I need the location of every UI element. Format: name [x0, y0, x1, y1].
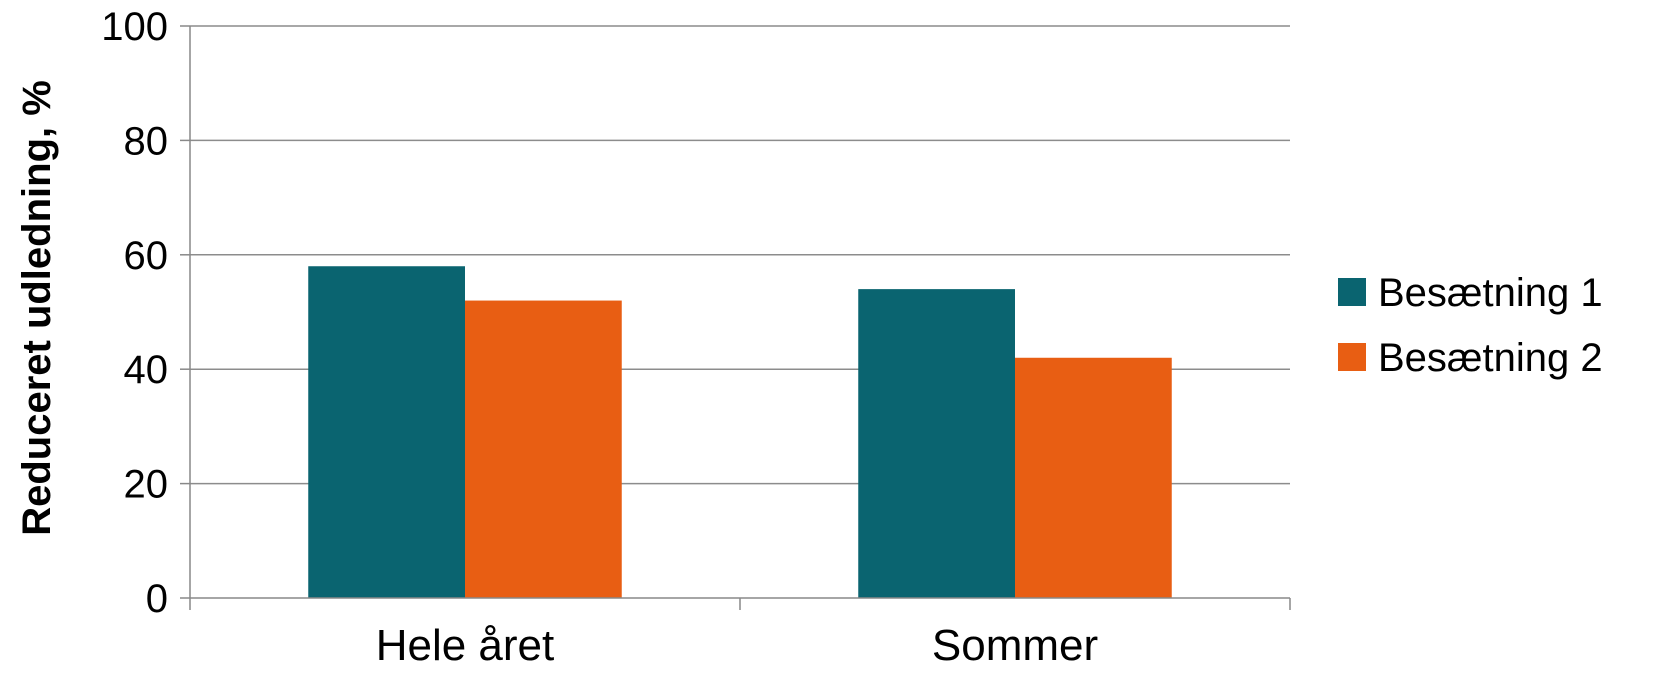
y-tick-label: 100	[101, 5, 168, 49]
y-axis-label: Reduceret udledning, %	[15, 80, 59, 536]
legend-entry: Besætning 1	[1378, 271, 1603, 315]
x-category-label: Sommer	[932, 621, 1098, 670]
y-tick-label: 0	[146, 577, 168, 621]
y-tick-label: 80	[124, 119, 169, 163]
legend-entry: Besætning 2	[1378, 336, 1603, 380]
bar	[308, 266, 465, 598]
bar	[1015, 357, 1172, 598]
legend-swatch	[1338, 278, 1366, 306]
legend: Besætning 1 Besætning 2	[1338, 271, 1603, 380]
y-tick-labels: 0 20 40 60 80 100	[101, 5, 190, 621]
y-tick-label: 20	[124, 463, 169, 507]
x-category-label: Hele året	[376, 621, 555, 670]
y-tick-label: 40	[124, 348, 169, 392]
bar	[465, 300, 622, 598]
legend-swatch	[1338, 343, 1366, 371]
x-category-labels: Hele året Sommer	[189, 598, 1291, 670]
bar	[858, 289, 1015, 598]
bars	[308, 266, 1172, 598]
y-tick-label: 60	[124, 234, 169, 278]
